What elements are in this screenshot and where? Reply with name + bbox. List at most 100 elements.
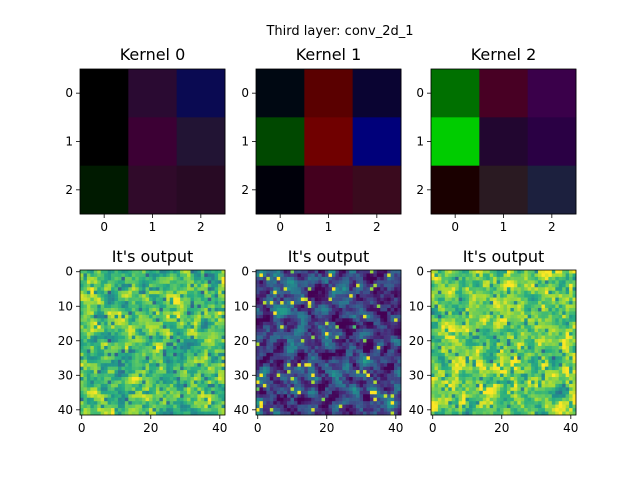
panel-5-pixel-17-29	[531, 328, 535, 333]
panel-5-pixel-21-14	[479, 342, 484, 347]
panel-5-pixel-18-17	[489, 332, 494, 336]
panel-5-pixel-7-22	[506, 294, 511, 298]
panel-0-cell-2-2	[176, 165, 226, 215]
panel-4-pixel-1-1	[259, 273, 264, 278]
panel-4-pixel-36-21	[328, 394, 333, 399]
panel-3-pixel-20-17	[138, 339, 143, 343]
panel-3-pixel-31-4	[93, 377, 98, 381]
panel-5-pixel-10-7	[455, 304, 459, 309]
panel-4-pixel-4-6	[276, 283, 281, 288]
panel-3-pixel-16-21	[152, 325, 157, 329]
panel-3-pixel-10-31	[187, 304, 191, 309]
panel-4-pixel-6-9	[287, 290, 291, 295]
panel-4-pixel-34-35	[376, 387, 381, 392]
panel-5-pixel-31-11	[468, 377, 473, 381]
panel-4-pixel-19-0	[256, 335, 260, 340]
panel-2-cell-2-1	[479, 165, 529, 215]
panel-3-pixel-38-35	[200, 401, 205, 405]
panel-5-pixel-7-19	[496, 294, 501, 298]
panel-4-pixel-41-9	[287, 411, 291, 416]
panel-4-pixel-8-2	[262, 297, 267, 302]
panel-4-pixel-14-28	[352, 318, 357, 323]
panel-5-pixel-6-1	[434, 290, 439, 295]
panel-4-pixel-21-13	[300, 342, 305, 347]
panel-4-pixel-1-11	[293, 273, 298, 278]
panel-3-pixel-21-16	[135, 342, 139, 347]
panel-3-pixel-21-6	[100, 342, 105, 347]
panel-5-pixel-25-10	[465, 356, 470, 361]
panel-5-pixel-10-26	[520, 304, 525, 309]
panel-4-pixel-41-39	[390, 411, 395, 416]
panel-4-pixel-39-3	[266, 404, 271, 409]
panel-4-pixel-16-23	[335, 325, 340, 329]
panel-4-pixel-26-32	[366, 359, 371, 364]
panel-4-pixel-36-26	[345, 394, 350, 399]
panel-5-pixel-28-38	[562, 366, 566, 371]
panel-3-pixel-18-12	[121, 332, 126, 336]
panel-5-pixel-7-7	[455, 294, 459, 298]
panel-5-pixel-20-18	[493, 339, 497, 343]
panel-4-pixel-39-15	[307, 404, 312, 409]
panel-5-pixel-10-30	[534, 304, 539, 309]
panel-5-pixel-5-24	[513, 287, 518, 292]
panel-3-pixel-9-16	[135, 301, 139, 305]
panel-4-pixel-10-6	[276, 304, 281, 309]
panel-3-pixel-8-32	[190, 297, 195, 302]
panel-5-pixel-31-19	[496, 377, 501, 381]
panel-5-pixel-23-13	[475, 349, 480, 354]
panel-4-pixel-31-4	[269, 377, 274, 381]
panel-5-pixel-15-11	[468, 321, 473, 326]
panel-5-pixel-10-14	[479, 304, 484, 309]
panel-3-pixel-29-12	[121, 370, 126, 374]
panel-5-pixel-8-5	[448, 297, 453, 302]
panel-3-pixel-15-0	[80, 321, 84, 326]
panel-4-pixel-40-30	[359, 408, 364, 412]
panel-3-pixel-21-7	[104, 342, 108, 347]
panel-4-pixel-0-24	[338, 270, 343, 274]
panel-4-pixel-31-17	[314, 377, 319, 381]
panel-5-pixel-11-41	[572, 307, 577, 312]
panel-3-pixel-6-13	[124, 290, 129, 295]
panel-4-pixel-41-4	[269, 411, 274, 416]
panel-4-pixel-29-29	[356, 370, 360, 374]
panel-5-pixel-24-3	[441, 352, 446, 357]
panel-5-pixel-3-26	[520, 280, 525, 285]
panel-3-pixel-40-40	[218, 408, 222, 412]
panel-4-pixel-13-7	[280, 314, 284, 319]
panel-4-pixel-1-34	[373, 273, 378, 278]
panel-5-pixel-3-41	[572, 280, 577, 285]
panel-4-pixel-35-28	[352, 390, 357, 395]
panel-4-pixel-35-25	[342, 390, 347, 395]
panel-5-pixel-31-24	[513, 377, 518, 381]
panel-4-pixel-8-24	[338, 297, 343, 302]
panel-3-pixel-31-13	[124, 377, 129, 381]
panel-5-pixel-10-10	[465, 304, 470, 309]
panel-3-pixel-37-13	[124, 397, 129, 402]
panel-5-pixel-0-8	[458, 270, 463, 274]
panel-3-pixel-6-8	[107, 290, 112, 295]
panel-3-pixel-38-20	[149, 401, 153, 405]
panel-5-pixel-8-10	[465, 297, 470, 302]
panel-4-pixel-40-26	[345, 408, 350, 412]
panel-4-pixel-9-35	[376, 301, 381, 305]
panel-5-pixel-28-28	[527, 366, 532, 371]
panel-4-pixel-7-23	[335, 294, 340, 298]
panel-4-pixel-15-19	[321, 321, 326, 326]
panel-5-pixel-24-1	[434, 352, 439, 357]
panel-3-pixel-8-14	[128, 297, 133, 302]
panel-3-pixel-41-31	[187, 411, 191, 416]
panel-4-pixel-17-19	[321, 328, 326, 333]
panel-5-pixel-32-1	[434, 380, 439, 385]
panel-3-pixel-0-15	[131, 270, 136, 274]
panel-4-pixel-18-29	[356, 332, 360, 336]
panel-3-pixel-26-25	[166, 359, 171, 364]
panel-5-pixel-25-1	[434, 356, 439, 361]
panel-3-pixel-13-1	[83, 314, 88, 319]
panel-3-pixel-11-40	[218, 307, 222, 312]
panel-4-pixel-18-16	[311, 332, 315, 336]
panel-5-pixel-6-8	[458, 290, 463, 295]
panel-3-pixel-11-31	[187, 307, 191, 312]
panel-3-pixel-30-18	[142, 373, 146, 378]
panel-5-pixel-28-24	[513, 366, 518, 371]
panel-5-pixel-3-28	[527, 280, 532, 285]
